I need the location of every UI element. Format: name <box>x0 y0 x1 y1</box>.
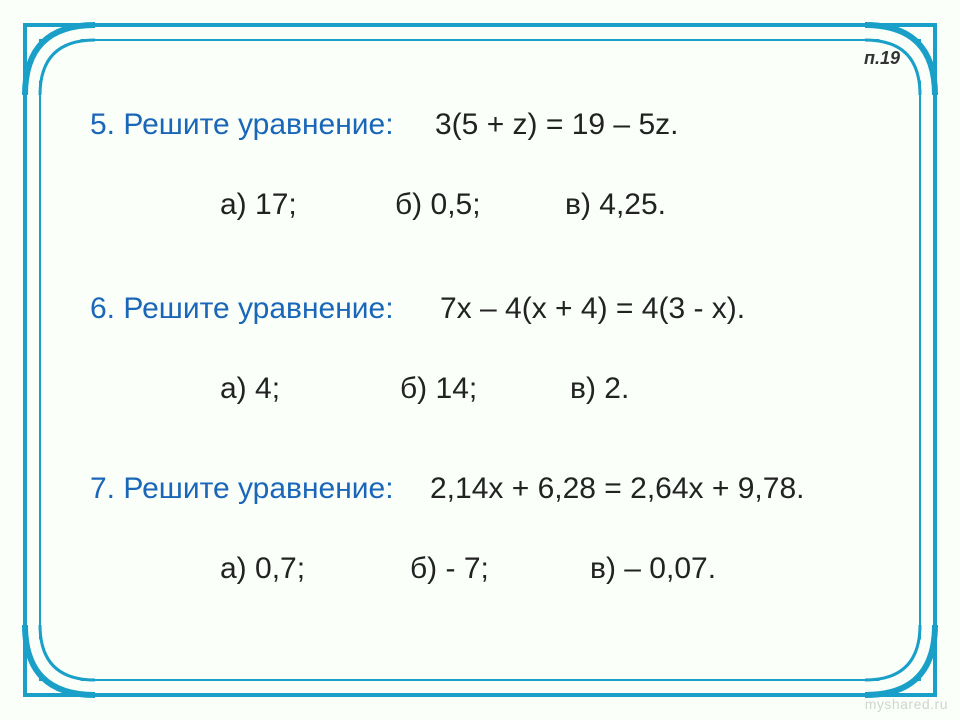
answer-label: а) <box>220 552 247 585</box>
question-7-answer-a: а) 0,7; <box>220 552 305 586</box>
answer-value: 2. <box>604 372 629 405</box>
question-6-answer-b: б) 14; <box>400 372 477 406</box>
question-5: 5. Решите уравнение: 3(5 + z) = 19 – 5z.… <box>90 108 900 142</box>
answer-value: 4,25. <box>599 188 666 221</box>
question-7: 7. Решите уравнение: 2,14x + 6,28 = 2,64… <box>90 472 900 506</box>
answer-label: б) <box>395 188 422 221</box>
question-6-number: 6. <box>90 292 115 325</box>
question-7-answer-c: в) – 0,07. <box>590 552 716 586</box>
question-7-answer-b: б) - 7; <box>410 552 489 586</box>
answer-label: б) <box>410 552 437 585</box>
question-6-answer-c: в) 2. <box>570 372 629 406</box>
question-7-number: 7. <box>90 472 115 505</box>
question-5-answer-c: в) 4,25. <box>565 188 666 222</box>
question-7-equation: 2,14x + 6,28 = 2,64x + 9,78. <box>430 472 804 506</box>
question-5-equation: 3(5 + z) = 19 – 5z. <box>435 108 678 142</box>
answer-value: – 0,07. <box>624 552 716 585</box>
question-5-number: 5. <box>90 108 115 141</box>
answer-label: в) <box>590 552 616 585</box>
answer-label: а) <box>220 188 247 221</box>
watermark: myshared.ru <box>865 696 948 712</box>
answer-label: а) <box>220 372 247 405</box>
question-5-line: 5. Решите уравнение: 3(5 + z) = 19 – 5z. <box>90 108 900 142</box>
question-7-prompt: Решите уравнение: <box>123 472 393 505</box>
answer-label: б) <box>400 372 427 405</box>
page-reference: п.19 <box>864 48 900 69</box>
answer-value: 14; <box>436 372 478 405</box>
question-6-line: 6. Решите уравнение: 7x – 4(x + 4) = 4(3… <box>90 292 900 326</box>
answer-value: 0,7; <box>255 552 305 585</box>
question-7-line: 7. Решите уравнение: 2,14x + 6,28 = 2,64… <box>90 472 900 506</box>
answer-label: в) <box>570 372 596 405</box>
answer-value: 0,5; <box>431 188 481 221</box>
answer-value: - 7; <box>446 552 489 585</box>
question-5-answer-a: а) 17; <box>220 188 297 222</box>
question-6-prompt: Решите уравнение: <box>123 292 393 325</box>
question-6-equation: 7x – 4(x + 4) = 4(3 - x). <box>440 292 745 326</box>
answer-label: в) <box>565 188 591 221</box>
question-5-answer-b: б) 0,5; <box>395 188 481 222</box>
answer-value: 4; <box>255 372 280 405</box>
question-6: 6. Решите уравнение: 7x – 4(x + 4) = 4(3… <box>90 292 900 326</box>
question-5-prompt: Решите уравнение: <box>123 108 393 141</box>
answer-value: 17; <box>255 188 297 221</box>
question-6-answer-a: а) 4; <box>220 372 280 406</box>
